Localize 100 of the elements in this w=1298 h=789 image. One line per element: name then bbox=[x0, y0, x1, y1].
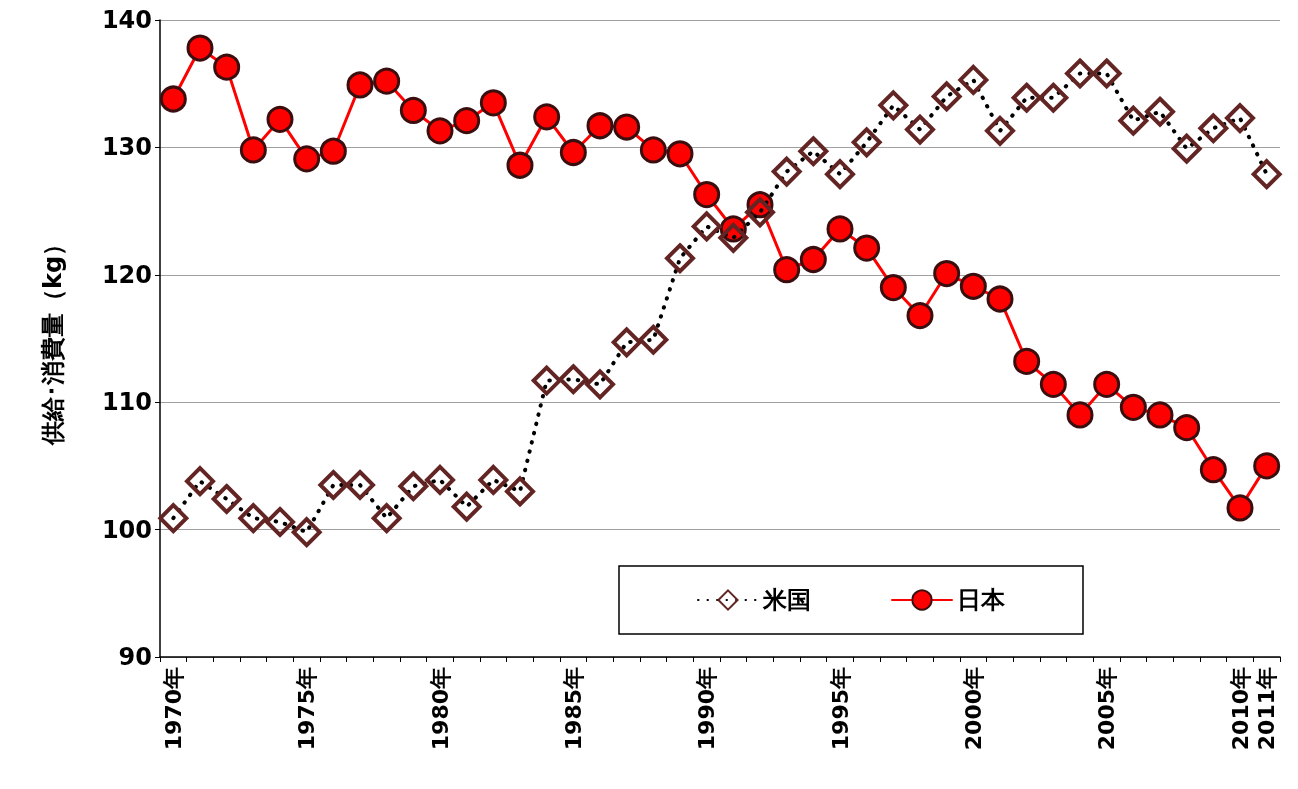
point bbox=[426, 117, 454, 145]
point bbox=[638, 324, 669, 355]
x-tick-label: 2005年 bbox=[1094, 667, 1120, 751]
point bbox=[853, 234, 881, 262]
y-axis-title: 供給･消費量（kg） bbox=[39, 231, 67, 447]
point bbox=[559, 139, 587, 166]
point bbox=[185, 466, 215, 497]
point bbox=[1119, 393, 1147, 421]
point bbox=[773, 256, 801, 284]
point bbox=[585, 369, 615, 400]
point bbox=[479, 89, 507, 117]
point bbox=[1066, 401, 1094, 429]
point bbox=[478, 464, 509, 495]
point bbox=[665, 243, 695, 274]
point bbox=[639, 136, 667, 164]
point bbox=[346, 71, 374, 99]
point bbox=[1093, 370, 1121, 398]
point bbox=[613, 113, 641, 141]
point bbox=[1013, 347, 1041, 375]
point bbox=[399, 96, 427, 124]
y-tick-label: 90 bbox=[118, 643, 152, 671]
point bbox=[318, 470, 349, 501]
point bbox=[771, 156, 802, 187]
point bbox=[1038, 82, 1069, 113]
point bbox=[505, 476, 535, 507]
point bbox=[798, 136, 829, 167]
point bbox=[959, 272, 987, 300]
point bbox=[1226, 494, 1254, 522]
y-tick-label: 100 bbox=[101, 515, 152, 544]
point bbox=[1011, 82, 1042, 113]
point bbox=[933, 260, 961, 288]
x-tick-label: 1970年 bbox=[160, 667, 186, 751]
point bbox=[373, 67, 401, 95]
point bbox=[1145, 96, 1175, 127]
point bbox=[533, 103, 561, 131]
point bbox=[611, 327, 642, 358]
point bbox=[985, 115, 1015, 146]
point bbox=[531, 365, 562, 396]
point bbox=[239, 136, 267, 164]
point bbox=[1251, 159, 1282, 190]
y-tick-label: 140 bbox=[101, 6, 152, 34]
x-tick-label: 2010年 bbox=[1227, 667, 1253, 751]
legend-label: 日本 bbox=[957, 586, 1006, 614]
x-tick-label: 2000年 bbox=[960, 667, 986, 751]
point bbox=[1039, 370, 1067, 398]
point bbox=[1146, 401, 1174, 429]
point bbox=[371, 503, 402, 534]
point bbox=[186, 34, 214, 62]
point bbox=[826, 215, 854, 243]
y-tick-label: 130 bbox=[101, 133, 152, 162]
point bbox=[586, 112, 614, 140]
point bbox=[718, 222, 749, 253]
y-tick-label: 110 bbox=[101, 388, 152, 417]
point bbox=[1199, 456, 1227, 484]
point bbox=[958, 64, 989, 95]
point bbox=[451, 491, 482, 522]
point bbox=[666, 140, 694, 168]
point bbox=[799, 246, 827, 274]
point bbox=[1225, 103, 1255, 134]
point bbox=[825, 159, 855, 190]
point bbox=[265, 506, 295, 537]
x-tick-label: 1995年 bbox=[827, 667, 853, 751]
x-tick-label: 2011年 bbox=[1254, 667, 1280, 751]
point bbox=[293, 145, 321, 173]
point bbox=[905, 114, 935, 145]
point bbox=[693, 181, 721, 209]
point bbox=[1173, 414, 1201, 442]
point bbox=[1065, 58, 1095, 89]
point bbox=[425, 464, 455, 495]
x-tick-label: 1985年 bbox=[560, 667, 586, 751]
point bbox=[745, 197, 775, 228]
point bbox=[291, 517, 322, 548]
point bbox=[1171, 133, 1202, 164]
point bbox=[851, 127, 882, 158]
point bbox=[158, 503, 189, 534]
point bbox=[159, 85, 187, 113]
y-tick-label: 120 bbox=[101, 260, 152, 289]
point bbox=[266, 105, 294, 133]
point bbox=[453, 107, 481, 135]
point bbox=[986, 285, 1014, 313]
point bbox=[238, 503, 269, 534]
point bbox=[211, 484, 242, 515]
x-tick-label: 1990年 bbox=[694, 667, 720, 751]
point bbox=[691, 211, 722, 242]
x-tick-label: 1975年 bbox=[294, 667, 320, 751]
point bbox=[1198, 113, 1229, 144]
point bbox=[506, 151, 534, 179]
point bbox=[878, 90, 909, 121]
point bbox=[879, 274, 907, 302]
point bbox=[931, 81, 962, 112]
x-tick-label: 1980年 bbox=[427, 667, 453, 751]
point bbox=[1091, 58, 1122, 89]
point bbox=[1253, 452, 1281, 480]
point bbox=[1118, 105, 1149, 136]
legend-label: 米国 bbox=[762, 586, 811, 614]
point bbox=[398, 471, 429, 502]
point bbox=[319, 137, 347, 165]
point bbox=[558, 364, 589, 395]
point bbox=[345, 470, 375, 501]
point bbox=[213, 53, 241, 81]
